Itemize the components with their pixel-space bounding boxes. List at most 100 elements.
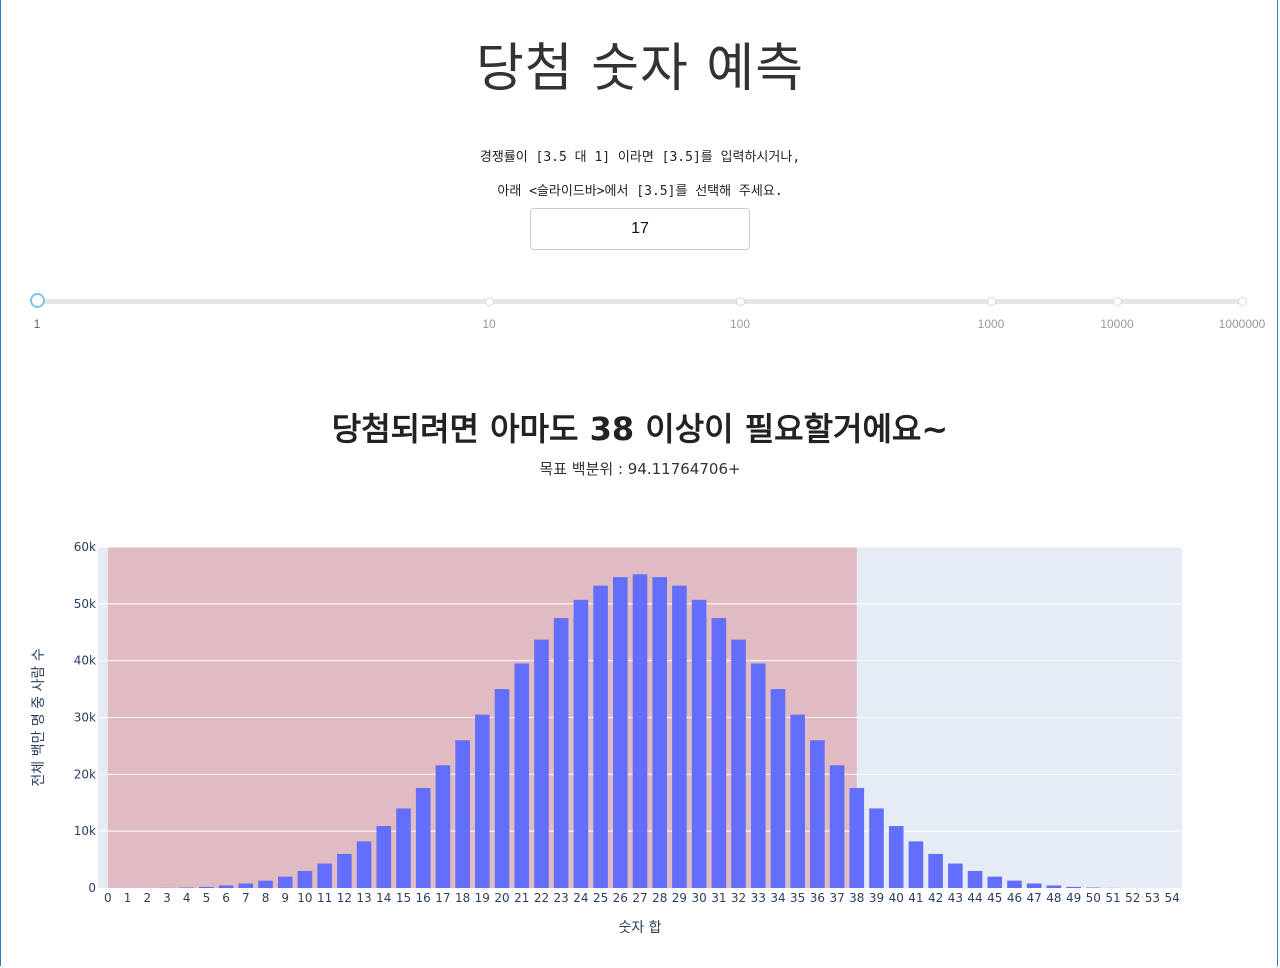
bar [337,853,352,888]
bar [770,689,786,888]
bar [790,714,805,888]
x-tick-label: 34 [770,891,785,905]
slider-dot-1000000[interactable] [1238,297,1247,306]
bar [632,574,648,888]
bar [573,599,589,888]
bar [1066,886,1081,888]
bar [258,880,273,888]
bar [810,740,825,888]
slider-dot-100[interactable] [736,297,745,306]
x-tick-label: 38 [849,891,864,905]
y-tick-label: 50k [74,597,96,611]
bar [396,808,411,888]
x-tick-label: 53 [1145,891,1160,905]
bar [514,663,530,888]
bar [475,714,490,888]
x-tick-label: 22 [534,891,549,905]
bar [356,841,372,888]
page-title: 당첨 숫자 예측 [475,39,805,99]
slider-mark-label: 1000000 [1218,317,1266,331]
bar [967,870,983,888]
y-tick-label: 10k [74,824,96,838]
x-tick-label: 49 [1066,891,1081,905]
bar [829,765,845,888]
result-subtitle: 목표 백분위 : 94.11764706+ [539,460,741,478]
bar [888,826,904,888]
x-tick-label: 3 [163,891,171,905]
slider-mark-label: 100 [729,317,751,331]
slider-mark-label: 1000 [977,317,1005,331]
competition-ratio-input[interactable] [530,208,750,250]
x-tick-label: 42 [928,891,943,905]
x-axis-title: 숫자 합 [618,920,661,936]
x-tick-label: 12 [337,891,352,905]
x-tick-label: 16 [416,891,431,905]
x-tick-label: 28 [652,891,667,905]
bar [455,740,470,888]
x-tick-label: 23 [554,891,569,905]
bar [849,787,865,888]
bar [218,885,234,888]
bar [494,689,510,888]
x-tick-label: 33 [751,891,766,905]
x-tick-label: 35 [790,891,805,905]
instruction-line-1: 경쟁률이 [3.5 대 1] 이라면 [3.5]를 입력하시거나, [479,150,801,165]
x-tick-label: 46 [1007,891,1022,905]
slider-mark-label: 1 [33,317,41,331]
bar [317,863,332,888]
bar [1026,883,1042,888]
bar [908,841,924,888]
x-tick-label: 21 [514,891,529,905]
slider-track[interactable] [37,299,1242,304]
x-tick-label: 10 [297,891,312,905]
x-tick-label: 18 [455,891,470,905]
bar [612,577,628,888]
bar [534,639,549,888]
bar [731,639,746,888]
bar [652,577,668,888]
instruction-line-2: 아래 <슬라이드바>에서 [3.5]를 선택해 주세요. [497,184,783,199]
bar [277,876,293,888]
bar [948,863,963,888]
slider-handle[interactable] [30,293,45,308]
x-tick-label: 5 [203,891,211,905]
x-tick-label: 27 [632,891,647,905]
bar [691,599,707,888]
x-tick-label: 13 [356,891,371,905]
bar [1007,880,1022,888]
x-tick-label: 48 [1046,891,1061,905]
x-tick-label: 29 [672,891,687,905]
x-tick-label: 19 [475,891,490,905]
bar [238,883,254,888]
x-tick-label: 30 [691,891,706,905]
slider-dot-1000[interactable] [987,297,996,306]
x-tick-label: 25 [593,891,608,905]
y-tick-label: 20k [74,767,96,781]
x-tick-label: 40 [889,891,904,905]
x-tick-label: 2 [143,891,151,905]
x-tick-label: 11 [317,891,332,905]
x-tick-label: 20 [494,891,509,905]
bar [869,808,884,888]
x-tick-label: 41 [908,891,923,905]
slider-dot-10000[interactable] [1113,297,1122,306]
y-tick-label: 40k [74,654,96,668]
x-tick-label: 36 [810,891,825,905]
bar [928,853,943,888]
slider-dot-10[interactable] [485,297,494,306]
x-tick-label: 47 [1027,891,1042,905]
x-tick-label: 31 [711,891,726,905]
x-tick-label: 52 [1125,891,1140,905]
bar [376,826,392,888]
x-tick-label: 4 [183,891,191,905]
y-tick-label: 30k [74,711,96,725]
bar [711,618,727,888]
x-tick-label: 15 [396,891,411,905]
x-tick-label: 7 [242,891,250,905]
x-tick-label: 14 [376,891,391,905]
y-tick-label: 0 [88,881,96,895]
ratio-slider[interactable]: 1 10 100 1000 10000 1000000 [0,290,1280,340]
y-axis-title: 전체 백만 명 중 사람 수 [31,648,47,786]
